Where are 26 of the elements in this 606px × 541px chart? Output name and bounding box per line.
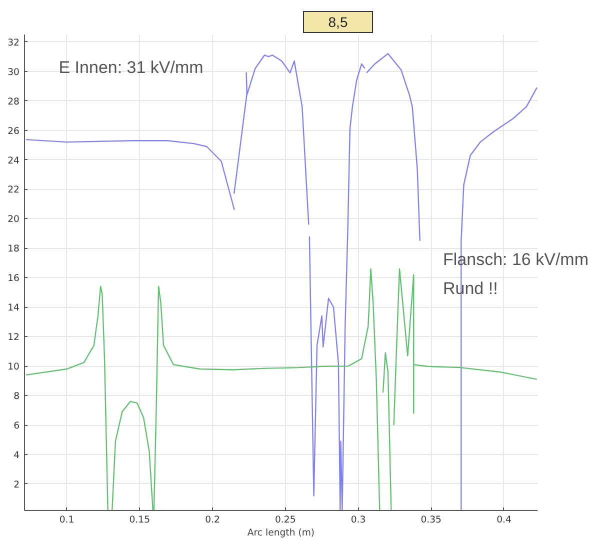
y-tick-label: 14 [8,302,20,314]
y-tick-label: 8 [14,391,20,402]
x-tick-label: 0.2 [205,514,220,526]
y-tick-label: 18 [8,244,20,255]
y-tick-label: 26 [8,126,20,137]
x-tick-label: 0.25 [274,514,296,526]
x-tick-label: 0.4 [496,514,512,526]
x-tick-label: 0.15 [129,514,150,526]
y-tick-label: 20 [8,214,20,226]
y-tick-label: 12 [8,332,20,344]
text: 8,5 [328,13,348,32]
x-tick-label: 0.3 [350,514,366,526]
y-tick-label: 10 [8,362,20,373]
annotation: E Innen: 31 kV/mm [58,58,204,78]
y-tick-label: 28 [8,96,20,108]
x-axis-title: Arc length (m) [247,528,315,538]
y-tick-label: 32 [8,37,20,48]
y-tick-label: 22 [8,184,20,196]
x-tick-label: 0.35 [420,514,442,526]
y-tick-label: 16 [8,273,20,284]
y-tick-label: 2 [14,479,20,490]
y-tick-label: 4 [14,450,20,461]
x-tick-label: 0.1 [59,514,74,526]
y-tick-label: 6 [14,420,20,432]
y-tick-label: 30 [8,66,20,78]
y-tick-label: 24 [8,155,20,166]
